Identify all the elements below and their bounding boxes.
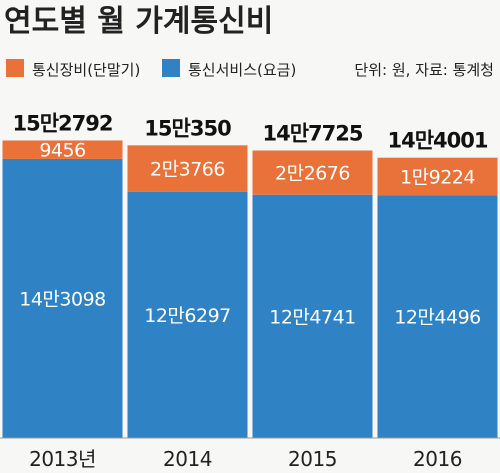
equipment-value-label-1: 2만3766 [150, 158, 225, 180]
bars-group: 14만3098 9456 15만2792 2013년 12만6297 2만3766 15만3… [2, 111, 498, 471]
bar-equipment-0 [2, 140, 123, 159]
total-value-label-3: 14만4001 [388, 129, 488, 153]
x-tick-label-2: 2015 [288, 447, 337, 471]
total-value-label-1: 15만350 [144, 116, 231, 140]
x-tick-label-0: 2013년 [29, 447, 96, 471]
legend-swatch-service [162, 59, 180, 77]
chart-title: 연도별 월 가계통신비 [4, 4, 273, 39]
total-value-label-2: 14만7725 [263, 121, 363, 145]
equipment-value-label-3: 1만9224 [400, 166, 475, 188]
service-value-label-2: 12만4741 [269, 306, 356, 328]
bar-service-2 [252, 194, 373, 438]
bar-service-3 [377, 195, 498, 438]
service-value-label-0: 14만3098 [19, 288, 106, 310]
legend-label-equipment: 통신장비(단말기) [32, 61, 140, 79]
bar-equipment-3 [377, 157, 498, 196]
total-value-label-0: 15만2792 [13, 111, 113, 135]
service-value-label-1: 12만6297 [144, 305, 231, 327]
x-tick-label-3: 2016 [413, 447, 462, 471]
service-value-label-3: 12만4496 [394, 307, 481, 329]
bar-service-1 [127, 191, 248, 438]
legend-swatch-equipment [6, 59, 24, 77]
x-tick-label-1: 2014 [163, 447, 212, 471]
equipment-value-label-0: 9456 [39, 140, 85, 162]
equipment-value-label-2: 2만2676 [275, 163, 350, 185]
legend-label-service: 통신서비스(요금) [188, 61, 296, 79]
legend: 통신장비(단말기) 통신서비스(요금) 단위: 원, 자료: 통계청 [6, 59, 494, 79]
bar-service-0 [2, 158, 123, 438]
bar-equipment-2 [252, 150, 373, 195]
bar-equipment-1 [127, 145, 248, 192]
unit-source-note: 단위: 원, 자료: 통계청 [354, 61, 494, 79]
